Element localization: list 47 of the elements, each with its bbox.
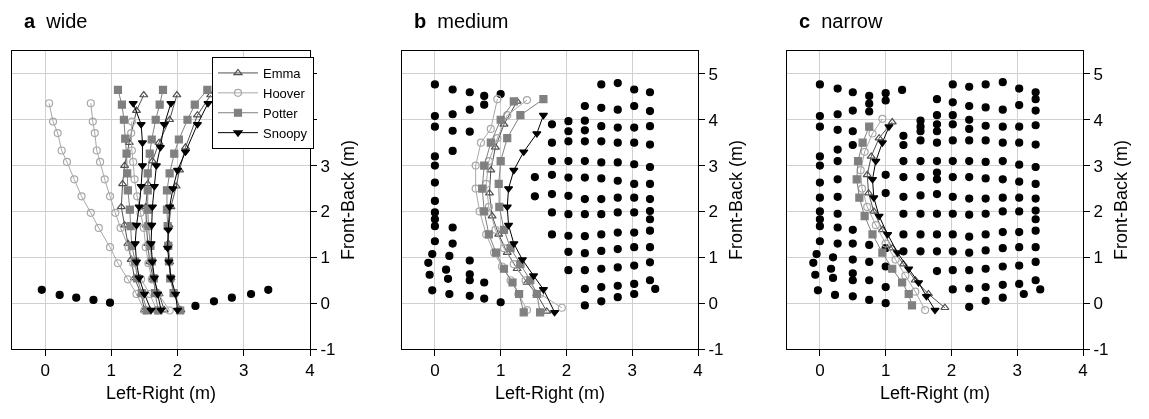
- x-tick-label: 4: [693, 361, 703, 381]
- legend-label: Potter: [263, 105, 299, 121]
- y-tick-label: 1: [320, 248, 330, 268]
- y-tick-label: -1: [708, 339, 724, 359]
- y-tick-label: -1: [320, 339, 336, 359]
- y-axis-title: Front-Back (m): [1110, 139, 1131, 261]
- legend-label: Emma: [263, 66, 302, 82]
- y-tick-label: 3: [1093, 156, 1103, 176]
- y-tick-label: 3: [708, 156, 718, 176]
- y-tick-label: 2: [1093, 202, 1103, 222]
- y-tick-label: 1: [1093, 248, 1103, 268]
- x-tick-label: 1: [880, 361, 891, 381]
- legend-label: Hoover: [263, 85, 306, 101]
- y-tick-label: 2: [320, 202, 330, 222]
- x-tick-label: 4: [1078, 361, 1088, 381]
- x-tick-label: 0: [430, 361, 440, 381]
- x-axis-title: Left-Right (m): [494, 382, 606, 403]
- y-tick-label: 2: [708, 202, 718, 222]
- y-tick-label: 5: [1093, 64, 1103, 84]
- y-tick-label: 0: [708, 294, 718, 314]
- y-tick-label: 0: [1093, 294, 1103, 314]
- y-tick-label: 5: [708, 64, 718, 84]
- y-tick-label: 4: [1093, 110, 1103, 130]
- x-tick-label: 3: [239, 361, 249, 381]
- chart-title: a wide: [24, 10, 88, 32]
- chart-title: b medium: [414, 10, 509, 32]
- x-tick-label: 0: [815, 361, 825, 381]
- x-tick-label: 0: [40, 361, 50, 381]
- y-tick-label: 0: [320, 294, 330, 314]
- y-tick-label: 1: [708, 248, 718, 268]
- x-tick-label: 4: [305, 361, 315, 381]
- y-tick-label: 3: [320, 156, 330, 176]
- x-axis-title: Left-Right (m): [879, 382, 991, 403]
- x-tick-label: 2: [561, 361, 572, 381]
- x-tick-label: 3: [627, 361, 637, 381]
- y-axis-title: Front-Back (m): [725, 139, 746, 261]
- legend-label: Snoopy: [263, 125, 308, 141]
- x-tick-label: 2: [172, 361, 183, 381]
- y-axis-title: Front-Back (m): [337, 139, 358, 261]
- chart-title: c narrow: [799, 10, 883, 32]
- y-tick-label: 4: [708, 110, 718, 130]
- x-tick-label: 2: [946, 361, 957, 381]
- y-tick-label: -1: [1093, 339, 1109, 359]
- x-tick-label: 1: [106, 361, 117, 381]
- x-tick-label: 3: [1012, 361, 1022, 381]
- x-axis-title: Left-Right (m): [105, 382, 217, 403]
- x-tick-label: 1: [495, 361, 506, 381]
